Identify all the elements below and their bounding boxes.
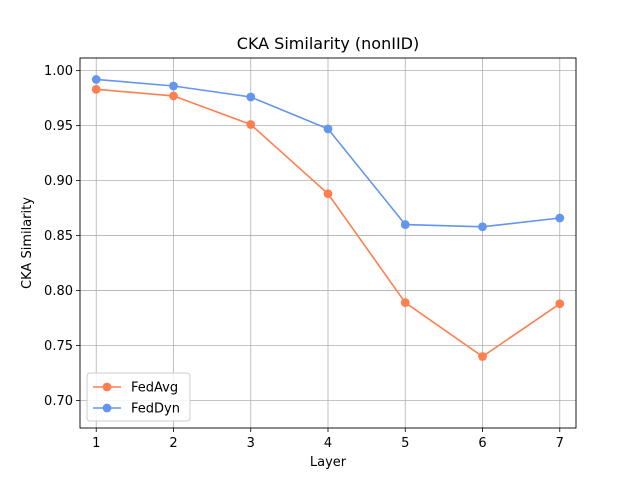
- legend-frame: [86, 372, 191, 422]
- feddyn-point: [323, 124, 333, 134]
- x-tick-label: 4: [324, 436, 332, 451]
- y-tick-label: 0.80: [44, 284, 73, 299]
- x-tick-label: 6: [478, 436, 486, 451]
- x-axis-title: Layer: [310, 455, 347, 470]
- fedavg-point: [555, 299, 565, 309]
- y-tick-label: 1.00: [44, 64, 73, 79]
- legend: FedAvg FedDyn: [86, 372, 191, 422]
- fedavg-point: [246, 120, 256, 129]
- fedavg-point: [169, 91, 178, 101]
- feddyn-point: [478, 222, 487, 232]
- fedavg-point: [478, 352, 487, 361]
- feddyn-point: [91, 75, 101, 84]
- y-axis-ticks: 0.70 0.75 0.80 0.85 0.90 0.95 1.00: [44, 64, 80, 409]
- y-tick-label: 0.75: [44, 339, 73, 354]
- y-tick-label: 0.85: [44, 229, 73, 244]
- x-axis-ticks: 1 2 3 4 5 6 7: [92, 428, 564, 451]
- feddyn-point: [400, 220, 410, 229]
- series-group: [91, 75, 565, 361]
- fedavg-point: [91, 84, 101, 94]
- fedavg-point: [400, 298, 410, 308]
- x-tick-label: 7: [556, 436, 564, 451]
- chart-title: CKA Similarity (nonIID): [237, 34, 419, 53]
- x-tick-label: 1: [92, 436, 100, 451]
- y-axis-title: CKA Similarity: [20, 197, 35, 289]
- feddyn-legend-marker: [102, 403, 112, 413]
- fedavg-legend-label: FedAvg: [131, 381, 178, 396]
- x-tick-label: 3: [247, 436, 255, 451]
- y-tick-label: 0.95: [44, 119, 73, 134]
- feddyn-point: [246, 92, 256, 102]
- y-tick-label: 0.70: [44, 394, 73, 409]
- y-tick-label: 0.90: [44, 174, 73, 189]
- x-tick-label: 5: [401, 436, 409, 451]
- feddyn-point: [555, 213, 565, 223]
- x-tick-label: 2: [169, 436, 177, 451]
- plot-frame: [79, 57, 577, 429]
- feddyn-point: [169, 81, 178, 91]
- feddyn-legend-label: FedDyn: [131, 402, 180, 417]
- fedavg-point: [323, 189, 333, 199]
- fedavg-legend-marker: [102, 382, 112, 392]
